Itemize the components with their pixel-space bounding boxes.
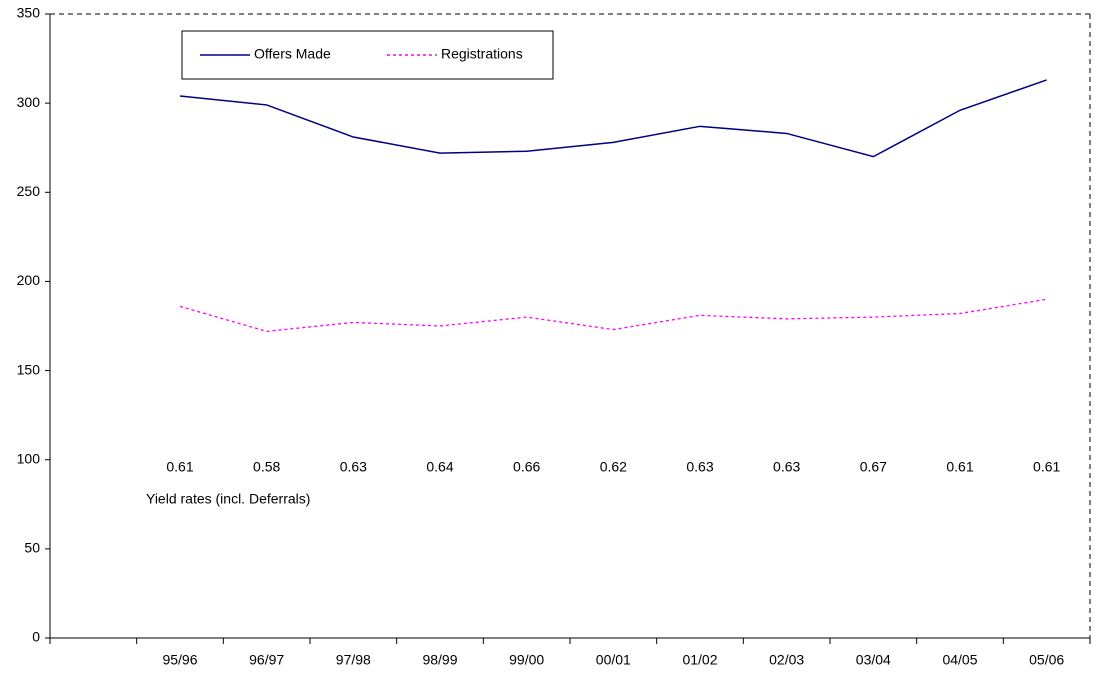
x-tick-label: 04/05 [942, 652, 977, 668]
y-tick-label: 150 [17, 361, 41, 377]
annotation-value: 0.67 [860, 459, 887, 475]
x-tick-label: 95/96 [162, 652, 197, 668]
legend-label: Registrations [441, 46, 523, 62]
annotation-value: 0.66 [513, 459, 540, 475]
x-tick-label: 96/97 [249, 652, 284, 668]
y-tick-label: 100 [17, 450, 41, 466]
x-tick-label: 99/00 [509, 652, 544, 668]
annotation-value: 0.64 [426, 459, 453, 475]
x-tick-label: 97/98 [336, 652, 371, 668]
y-tick-label: 50 [24, 540, 40, 556]
x-tick-label: 01/02 [682, 652, 717, 668]
x-tick-label: 00/01 [596, 652, 631, 668]
annotation-value: 0.63 [340, 459, 367, 475]
annotation-value: 0.58 [253, 459, 280, 475]
annotation-value: 0.61 [166, 459, 193, 475]
x-tick-label: 03/04 [856, 652, 891, 668]
annotation-value: 0.63 [773, 459, 800, 475]
y-tick-label: 200 [17, 272, 41, 288]
y-tick-label: 250 [17, 183, 41, 199]
series-line [179, 79, 1047, 158]
y-tick-label: 0 [32, 629, 40, 645]
y-tick-label: 300 [17, 94, 41, 110]
annotation-value: 0.63 [686, 459, 713, 475]
y-tick-label: 350 [17, 5, 41, 21]
x-tick-label: 98/99 [422, 652, 457, 668]
series-line [179, 298, 1047, 333]
legend-label: Offers Made [254, 46, 331, 62]
x-tick-label: 02/03 [769, 652, 804, 668]
annotation-value: 0.61 [946, 459, 973, 475]
annotation-value: 0.62 [600, 459, 627, 475]
annotation-value: 0.61 [1033, 459, 1060, 475]
annotation-text: Yield rates (incl. Deferrals) [146, 491, 310, 507]
x-tick-label: 05/06 [1029, 652, 1064, 668]
